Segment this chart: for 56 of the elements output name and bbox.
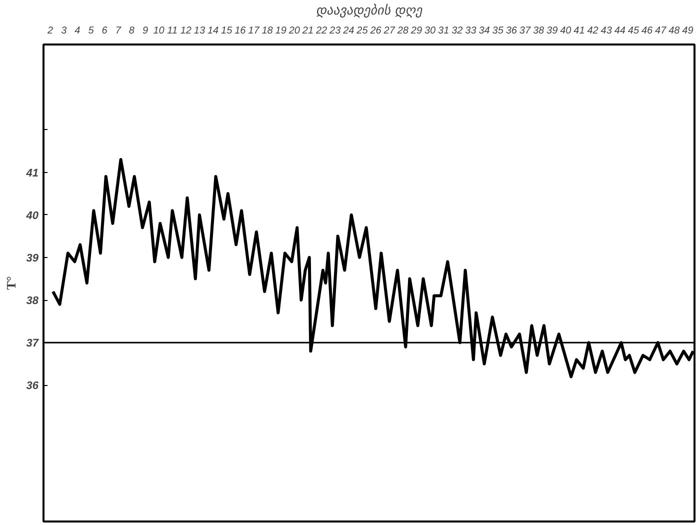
x-tick-label: 37 — [519, 26, 531, 36]
x-tick-label: 8 — [128, 26, 135, 36]
x-tick-label: 29 — [410, 26, 422, 36]
x-tick-label: 12 — [180, 26, 192, 36]
x-tick-label: 44 — [614, 26, 626, 36]
x-tick-label: 10 — [153, 26, 165, 36]
x-tick-label: 3 — [61, 26, 68, 36]
x-tick-label: 20 — [288, 26, 300, 36]
x-tick-label: 47 — [655, 26, 667, 36]
x-tick-label: 43 — [600, 26, 612, 36]
x-tick-label: 11 — [167, 26, 178, 36]
x-tick-label: 41 — [574, 26, 585, 36]
x-tick-label: 31 — [438, 26, 450, 36]
x-tick-label: 16 — [234, 26, 246, 36]
x-tick-label: 30 — [424, 26, 436, 36]
x-tick-label: 48 — [668, 26, 680, 36]
y-tick-label: 41 — [25, 167, 39, 180]
x-tick-label: 49 — [682, 26, 694, 36]
y-tick-label: 36 — [26, 380, 40, 392]
x-tick-label: 40 — [560, 26, 572, 36]
x-tick-label: 21 — [301, 26, 314, 36]
x-tick-label: 35 — [492, 26, 504, 36]
x-tick-label: 9 — [142, 26, 148, 36]
x-tick-label: 23 — [328, 26, 342, 36]
x-tick-label: 17 — [248, 26, 260, 36]
x-tick-label: 46 — [641, 26, 654, 36]
x-axis-title: დაავადების დღე — [316, 4, 424, 18]
x-tick-label: 2 — [46, 26, 54, 36]
x-tick-label: 39 — [546, 26, 558, 36]
x-tick-label: 33 — [465, 26, 477, 36]
x-tick-label: 45 — [628, 26, 640, 36]
x-tick-label: 26 — [369, 26, 382, 36]
y-axis-title: T° — [3, 276, 18, 290]
x-tick-label: 38 — [532, 26, 545, 36]
x-tick-label: 22 — [314, 26, 328, 36]
x-tick-label: 24 — [342, 26, 355, 36]
x-tick-label: 14 — [207, 26, 220, 36]
x-tick-label: 27 — [382, 26, 396, 36]
x-tick-label: 36 — [506, 26, 518, 36]
x-tick-label: 34 — [478, 26, 490, 36]
x-tick-label: 19 — [275, 26, 287, 36]
x-tick-label: 13 — [194, 26, 206, 36]
y-tick-label: 39 — [26, 252, 40, 264]
x-tick-label: 25 — [356, 26, 368, 36]
x-tick-label: 5 — [88, 26, 94, 36]
x-tick-label: 4 — [74, 26, 81, 36]
x-tick-label: 28 — [396, 26, 409, 36]
x-tick-label: 42 — [587, 26, 599, 36]
y-tick-label: 38 — [26, 295, 40, 308]
x-tick-label: 18 — [262, 26, 274, 36]
x-tick-label: 15 — [221, 26, 233, 36]
x-tick-label: 32 — [452, 26, 464, 36]
x-tick-label: 6 — [102, 26, 108, 36]
x-tick-label: 7 — [115, 26, 122, 36]
y-tick-label: 37 — [26, 338, 40, 350]
y-tick-label: 40 — [25, 210, 40, 222]
